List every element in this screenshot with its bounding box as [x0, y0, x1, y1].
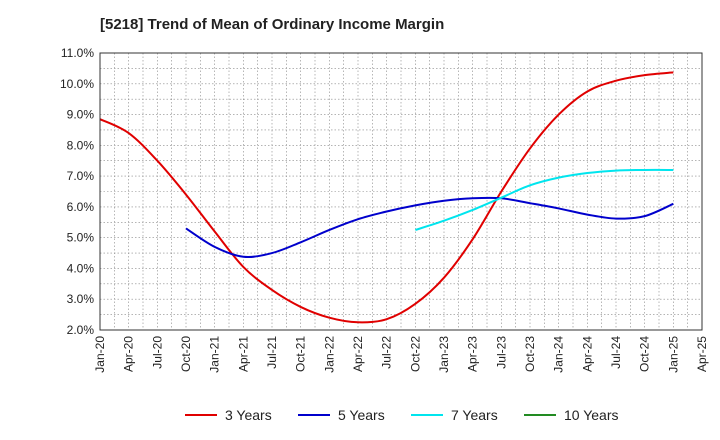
x-tick-label: Apr-23	[466, 336, 480, 372]
x-tick-label: Jul-23	[494, 336, 508, 369]
y-tick-label: 10.0%	[60, 77, 94, 91]
legend: 3 Years 5 Years 7 Years 10 Years	[185, 407, 619, 423]
y-tick-label: 4.0%	[67, 261, 95, 275]
y-tick-label: 8.0%	[67, 138, 95, 152]
x-tick-label: Jan-24	[552, 336, 566, 373]
x-tick-label: Oct-23	[523, 336, 537, 372]
series-line-7-years	[415, 168, 674, 231]
y-tick-label: 11.0%	[61, 46, 94, 60]
y-tick-label: 7.0%	[67, 169, 95, 183]
y-tick-label: 6.0%	[67, 200, 95, 214]
x-tick-label: Jul-21	[265, 336, 279, 369]
x-tick-label: Apr-24	[580, 336, 594, 372]
series-lines	[99, 71, 674, 324]
y-axis-tick-labels: 2.0% 3.0% 4.0% 5.0% 6.0% 7.0% 8.0% 9.0% 10.0% 11.…	[60, 46, 94, 337]
x-tick-label: Apr-22	[351, 336, 365, 372]
legend-label: 10 Years	[564, 407, 619, 423]
x-tick-label: Jan-23	[437, 336, 451, 373]
legend-label: 3 Years	[225, 407, 272, 423]
legend-label: 5 Years	[338, 407, 385, 423]
plot-frame	[99, 52, 703, 331]
x-tick-label: Jan-20	[93, 336, 107, 373]
y-tick-label: 2.0%	[67, 323, 95, 337]
series-line-3-years	[99, 71, 674, 324]
x-tick-label: Jan-25	[666, 336, 680, 373]
y-tick-label: 3.0%	[67, 292, 95, 306]
series-line-5-years	[185, 196, 674, 258]
x-axis-tick-labels: Jan-20 Apr-20 Jul-20 Oct-20 Jan-21 Apr-21 Jul-…	[93, 336, 709, 373]
x-tick-label: Jul-24	[609, 336, 623, 369]
grid-lines	[99, 52, 703, 331]
x-tick-label: Jan-21	[208, 336, 222, 373]
y-tick-label: 5.0%	[67, 231, 95, 245]
y-tick-label: 9.0%	[67, 108, 95, 122]
x-tick-label: Jul-20	[150, 336, 164, 369]
chart-title: [5218] Trend of Mean of Ordinary Income …	[100, 16, 445, 33]
x-tick-label: Oct-22	[408, 336, 422, 372]
legend-label: 7 Years	[451, 407, 498, 423]
x-tick-label: Apr-20	[122, 336, 136, 372]
x-tick-label: Oct-21	[294, 336, 308, 372]
x-tick-label: Apr-25	[695, 336, 709, 372]
x-tick-label: Oct-24	[638, 336, 652, 372]
x-tick-label: Jul-22	[380, 336, 394, 369]
x-tick-label: Oct-20	[179, 336, 193, 372]
x-tick-label: Jan-22	[322, 336, 336, 373]
x-tick-label: Apr-21	[236, 336, 250, 372]
